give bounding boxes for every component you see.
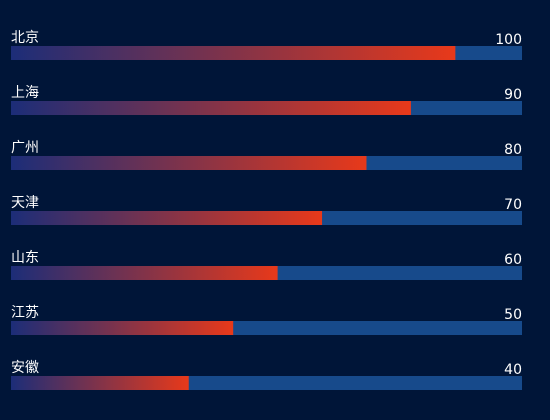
category-label: 天津	[11, 195, 39, 211]
value-label: 100	[495, 32, 522, 48]
bar	[11, 211, 323, 225]
value-label: 60	[504, 252, 522, 268]
value-label: 40	[504, 362, 522, 378]
value-label: 90	[504, 87, 522, 103]
bar	[11, 101, 411, 115]
category-label: 江苏	[11, 305, 39, 321]
bar	[11, 46, 456, 60]
bar	[11, 376, 189, 390]
category-label: 北京	[11, 30, 39, 46]
value-label: 80	[504, 142, 522, 158]
value-label: 70	[504, 197, 522, 213]
category-label: 安徽	[11, 360, 39, 376]
bar	[11, 321, 234, 335]
category-label: 广州	[11, 140, 39, 156]
category-label: 上海	[11, 85, 39, 101]
category-label: 山东	[11, 250, 39, 266]
bar	[11, 266, 278, 280]
value-label: 50	[504, 307, 522, 323]
bar	[11, 156, 367, 170]
